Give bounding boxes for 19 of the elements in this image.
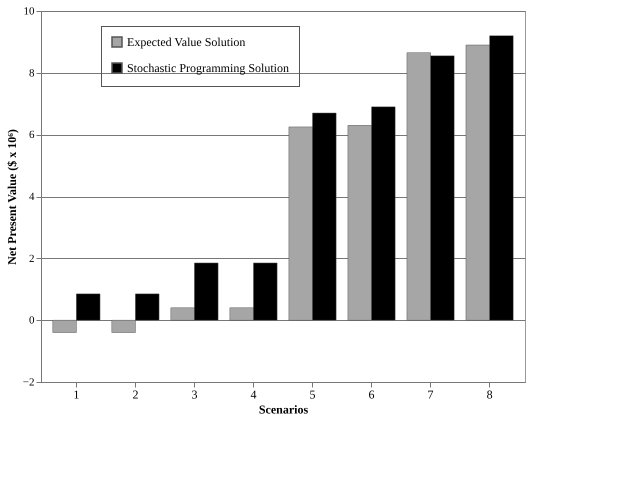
y-tick-label: 8 — [29, 67, 35, 80]
y-axis-title: Net Present Value ($ x 10⁶) — [4, 129, 19, 265]
legend-label: Expected Value Solution — [127, 35, 246, 49]
legend-label: Stochastic Programming Solution — [127, 61, 289, 75]
x-tick-label: 1 — [73, 388, 80, 402]
x-tick-label: 8 — [486, 388, 493, 402]
x-tick-label: 3 — [191, 388, 198, 402]
y-tick-label: 10 — [24, 6, 35, 18]
y-tick-label: −2 — [22, 376, 34, 388]
x-tick-label: 6 — [368, 388, 375, 402]
x-tick-label: 2 — [132, 388, 138, 402]
y-tick-label: 4 — [29, 191, 35, 203]
y-tick-label: 0 — [29, 314, 35, 327]
y-tick-label: 2 — [29, 252, 34, 265]
x-tick-label: 5 — [310, 388, 316, 402]
x-tick-label: 4 — [250, 388, 256, 402]
x-axis-title: Scenarios — [258, 402, 308, 416]
y-tick-label: 6 — [29, 129, 35, 142]
x-tick-label: 7 — [428, 388, 434, 402]
